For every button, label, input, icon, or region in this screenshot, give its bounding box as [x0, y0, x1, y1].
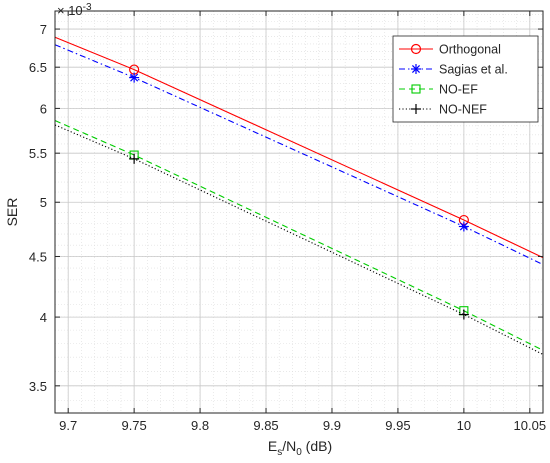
legend: Orthogonal Sagias et al. NO-EF NO-NEF	[392, 35, 539, 123]
x-tick-label: 10	[457, 418, 471, 433]
data-point	[458, 221, 469, 232]
y-tick-label: 3.5	[29, 379, 47, 394]
x-tick-label: 9.75	[121, 418, 146, 433]
legend-marker	[411, 64, 421, 74]
y-tick-label: 7	[40, 22, 47, 37]
legend-item: NO-EF	[399, 83, 478, 97]
data-point	[129, 72, 140, 83]
legend-label: Sagias et al.	[439, 63, 508, 77]
series-line	[54, 36, 544, 259]
x-axis-label: Es/N0 (dB)	[268, 438, 332, 458]
series-sagias-et-al	[54, 44, 544, 266]
y-tick-label: 6	[40, 101, 47, 116]
plot-frame	[54, 10, 544, 414]
y-axis-ticks: 3.5 4 4.5 5 5.5 6 6.5 7	[29, 22, 543, 394]
x-tick-label: 9.8	[191, 418, 209, 433]
legend-marker	[411, 84, 421, 94]
legend-box	[392, 35, 539, 123]
legend-item: NO-NEF	[399, 103, 487, 117]
y-axis-label: SER	[4, 198, 20, 227]
data-point	[129, 153, 140, 164]
legend-label: NO-EF	[439, 83, 478, 97]
x-tick-label: 10.05	[514, 418, 547, 433]
x-axis-ticks: 9.7 9.75 9.8 9.85 9.9 9.95 10 10.05	[59, 11, 546, 433]
legend-label: Orthogonal	[439, 43, 501, 57]
x-tick-label: 9.7	[59, 418, 77, 433]
series-line	[54, 44, 544, 266]
y-tick-label: 6.5	[29, 60, 47, 75]
series-line	[54, 120, 544, 351]
x-tick-label: 9.85	[253, 418, 278, 433]
legend-item: Orthogonal	[399, 43, 501, 57]
data-point	[458, 309, 469, 320]
legend-item: Sagias et al.	[399, 63, 508, 77]
legend-marker	[410, 43, 422, 55]
series-layer	[54, 36, 544, 355]
y-tick-label: 4	[40, 310, 47, 325]
y-multiplier: × 10-3	[57, 2, 92, 18]
y-tick-label: 5	[40, 195, 47, 210]
y-tick-label: 5.5	[29, 146, 47, 161]
y-tick-label: 4.5	[29, 249, 47, 264]
x-tick-label: 9.9	[323, 418, 341, 433]
legend-label: NO-NEF	[439, 103, 487, 117]
series-no-nef	[54, 124, 544, 355]
legend-marker	[411, 104, 421, 114]
x-tick-label: 9.95	[385, 418, 410, 433]
